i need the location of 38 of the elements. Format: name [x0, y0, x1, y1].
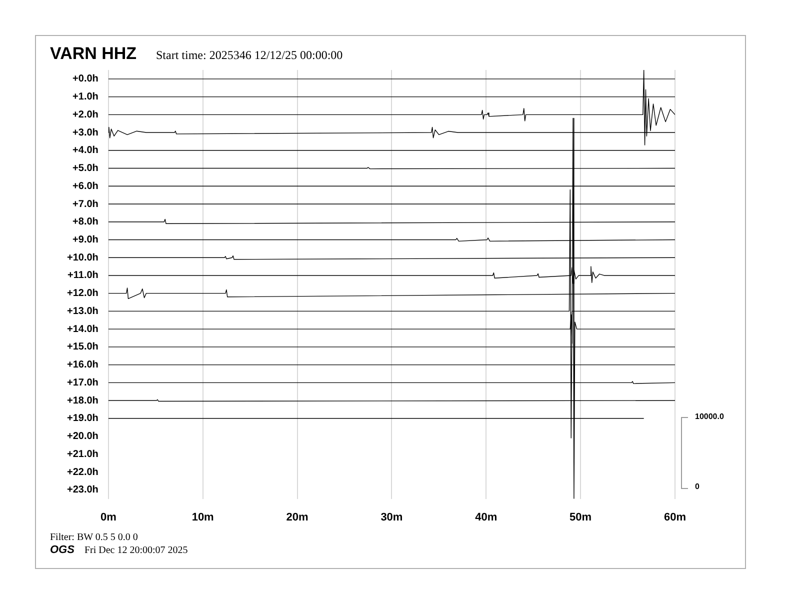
y-tick-label: +17.0h	[66, 377, 98, 388]
x-tick-label: 20m	[286, 511, 308, 524]
text: 0	[695, 482, 700, 492]
text: OGS	[50, 544, 74, 556]
x-tick-label: 10m	[192, 511, 214, 524]
y-tick-label: +14.0h	[66, 324, 98, 335]
y-tick-label: +11.0h	[68, 270, 98, 282]
y-tick-label: +23.0h	[66, 484, 98, 496]
x-tick-label: 30m	[380, 511, 403, 524]
y-tick-label: +21.0h	[66, 448, 98, 460]
y-tick-label: +20.0h	[66, 431, 98, 442]
y-tick-label: +2.0h	[72, 109, 98, 120]
y-tick-label: +5.0h	[72, 163, 98, 174]
y-tick-label: +3.0h	[72, 127, 98, 138]
text: Filter: BW 0.5 5 0.0 0	[50, 532, 138, 543]
x-tick-label: 50m	[570, 511, 592, 524]
chart-subtitle: Start time: 2025346 12/12/25 00:00:00	[156, 48, 343, 63]
text: 10000.0	[695, 412, 724, 422]
y-tick-label: +22.0h	[66, 466, 98, 478]
y-tick-label: +19.0h	[66, 413, 98, 424]
y-tick-label: +12.0h	[66, 288, 98, 300]
x-tick-label: 0m	[100, 511, 117, 524]
x-tick-label: 60m	[664, 511, 686, 524]
y-tick-label: +16.0h	[66, 360, 98, 371]
y-tick-label: +9.0h	[72, 234, 98, 246]
y-tick-label: +18.0h	[66, 395, 98, 406]
chart-title: VARN HHZ	[50, 44, 137, 64]
y-tick-label: +0.0h	[72, 74, 98, 85]
y-tick-label: +7.0h	[72, 198, 98, 210]
x-tick-label: 40m	[475, 511, 498, 524]
y-tick-label: +6.0h	[72, 180, 98, 192]
y-tick-label: +10.0h	[66, 252, 98, 264]
text: Fri Dec 12 20:00:07 2025	[84, 545, 188, 556]
y-tick-label: +1.0h	[72, 92, 98, 103]
y-tick-label: +13.0h	[66, 306, 98, 317]
y-tick-label: +15.0h	[66, 342, 98, 353]
y-tick-label: +8.0h	[72, 216, 98, 228]
y-tick-label: +4.0h	[72, 145, 98, 156]
